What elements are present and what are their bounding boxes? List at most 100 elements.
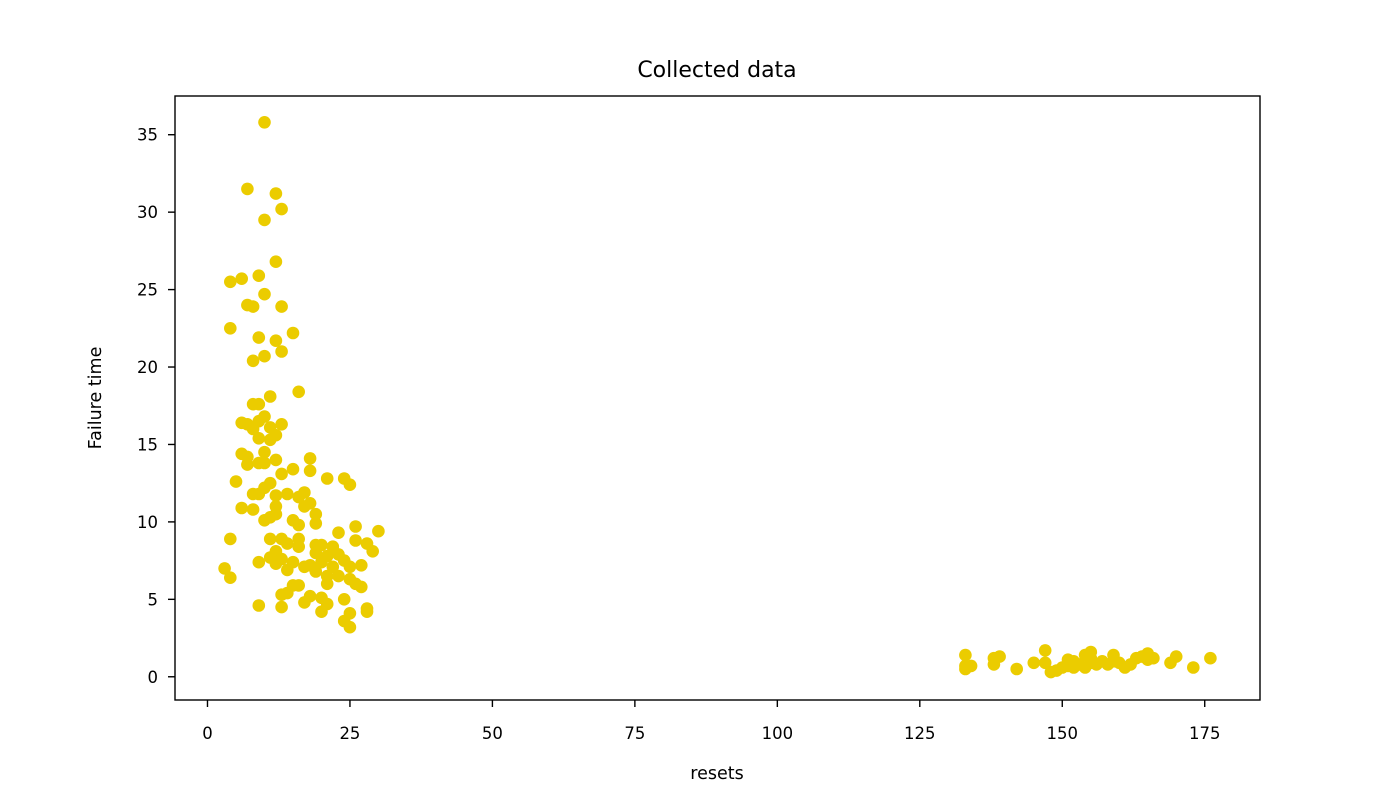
data-point (1204, 651, 1217, 665)
data-point (258, 349, 271, 363)
data-point (269, 187, 283, 200)
data-point (366, 545, 380, 558)
data-point (275, 600, 288, 614)
data-point (320, 577, 334, 591)
data-point (258, 445, 271, 459)
data-point (286, 326, 300, 340)
x-tick-label: 150 (1047, 724, 1079, 743)
data-point (309, 565, 323, 578)
data-point (1038, 644, 1052, 657)
chart-title: Collected data (637, 58, 796, 83)
data-point (269, 334, 283, 348)
data-point (241, 182, 254, 196)
data-point (218, 562, 231, 575)
data-point (229, 475, 243, 488)
data-point (332, 526, 345, 539)
data-point (258, 287, 271, 301)
data-point (343, 620, 357, 634)
data-point (246, 354, 260, 368)
data-point (252, 397, 266, 411)
data-point (269, 453, 283, 467)
data-point (286, 462, 300, 476)
data-point (269, 489, 283, 502)
y-axis-ticks: 0 5 10 15 20 25 30 35 (137, 126, 175, 687)
y-tick-label: 10 (137, 513, 158, 532)
data-point (252, 599, 266, 612)
data-point (326, 560, 340, 574)
data-point (1187, 661, 1200, 674)
y-tick-label: 0 (148, 668, 159, 687)
x-tick-label: 0 (202, 724, 213, 743)
data-point (343, 478, 357, 492)
x-tick-label: 25 (339, 724, 360, 743)
data-point (224, 532, 237, 546)
data-point (269, 255, 283, 268)
data-point (292, 540, 306, 553)
data-point (309, 507, 323, 521)
data-point (252, 432, 266, 445)
data-point (252, 269, 266, 283)
data-point (337, 593, 351, 606)
x-tick-label: 125 (904, 724, 936, 743)
y-tick-label: 20 (137, 358, 158, 377)
data-point (298, 596, 311, 609)
data-point (252, 555, 266, 569)
data-point (269, 557, 283, 570)
data-point (303, 452, 317, 465)
data-point (275, 467, 288, 481)
data-point (1027, 656, 1041, 670)
y-tick-label: 5 (148, 590, 159, 609)
data-point (1147, 651, 1160, 665)
data-point (320, 472, 334, 485)
data-point (1169, 650, 1183, 663)
data-point (360, 605, 374, 618)
data-point (258, 213, 271, 227)
data-point (349, 520, 362, 533)
data-point (235, 272, 248, 286)
data-point (1010, 662, 1023, 676)
data-point (349, 534, 362, 547)
data-point (292, 579, 306, 592)
x-tick-label: 50 (482, 724, 503, 743)
data-point (292, 518, 306, 532)
data-point (275, 418, 288, 431)
y-tick-label: 30 (137, 203, 158, 222)
data-point (281, 586, 294, 600)
data-point (292, 385, 306, 399)
data-point (224, 322, 237, 335)
x-axis-ticks: 0 25 50 75 100 125 150 175 (202, 700, 1220, 743)
data-point (372, 524, 385, 538)
data-point (246, 503, 260, 516)
data-point (303, 497, 317, 510)
data-point (281, 563, 294, 577)
data-point (263, 476, 277, 490)
y-tick-label: 25 (137, 281, 158, 300)
data-point (263, 433, 277, 447)
data-point (263, 511, 277, 524)
data-point (235, 501, 248, 515)
x-tick-label: 75 (624, 724, 645, 743)
data-point (246, 422, 260, 436)
data-point (275, 345, 288, 358)
data-point (355, 559, 368, 572)
x-tick-label: 100 (762, 724, 794, 743)
data-point (224, 571, 237, 584)
data-point (241, 458, 254, 471)
y-tick-label: 15 (137, 435, 158, 454)
data-point (343, 560, 357, 574)
data-point (281, 537, 294, 550)
data-point (964, 659, 978, 673)
data-point (281, 487, 294, 501)
data-point (993, 650, 1006, 663)
points-layer (218, 116, 1217, 679)
x-axis-label: resets (690, 764, 743, 784)
data-point (252, 331, 266, 344)
data-point (298, 486, 311, 499)
data-point (258, 116, 271, 129)
data-point (309, 517, 323, 530)
data-point (275, 300, 288, 313)
data-point (252, 456, 266, 470)
y-axis-label: Failure time (86, 347, 106, 450)
y-tick-label: 35 (137, 126, 158, 145)
